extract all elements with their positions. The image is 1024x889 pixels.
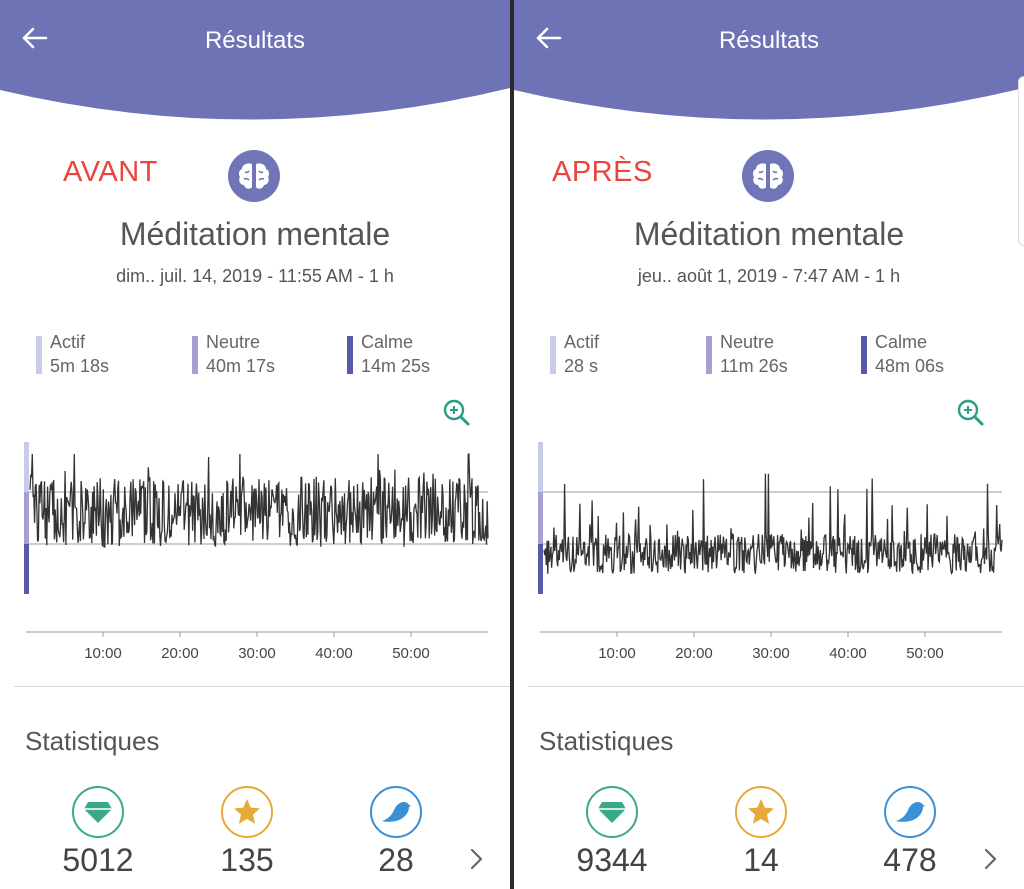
stats-more-button[interactable] bbox=[979, 845, 1003, 873]
bird-icon bbox=[370, 786, 422, 838]
results-screen-after: Résultats APRÈS Méditation mentale jeu..… bbox=[514, 0, 1024, 889]
brain-activity-chart: 10:00 20:00 30:00 40:00 50:00 bbox=[538, 442, 1003, 662]
arrow-left-icon bbox=[536, 27, 562, 49]
legend-value: 28 s bbox=[564, 356, 599, 376]
legend-value: 40m 17s bbox=[206, 356, 276, 376]
results-screen-before: Résultats AVANT Méditation mentale dim..… bbox=[0, 0, 510, 889]
stats-more-button[interactable] bbox=[465, 845, 489, 873]
x-tick-label: 10:00 bbox=[598, 645, 636, 662]
zoom-in-button[interactable] bbox=[954, 396, 986, 428]
stat-value-birds: 478 bbox=[883, 842, 937, 878]
divider bbox=[14, 686, 510, 687]
after-label: APRÈS bbox=[552, 156, 653, 188]
legend-label: Neutre bbox=[720, 332, 775, 352]
session-title: Méditation mentale bbox=[119, 216, 391, 252]
star-icon bbox=[221, 786, 273, 838]
zone-calme-band bbox=[24, 544, 29, 594]
chevron-right-icon bbox=[470, 848, 483, 870]
x-tick-label: 20:00 bbox=[161, 645, 199, 662]
session-date: dim.. juil. 14, 2019 - 11:55 AM - 1 h bbox=[116, 266, 394, 286]
bird-icon bbox=[884, 786, 936, 838]
zone-neutre-band bbox=[24, 492, 29, 544]
diamond-icon bbox=[72, 786, 124, 838]
legend-label: Actif bbox=[564, 332, 600, 352]
header-background bbox=[514, 0, 1024, 120]
x-tick-label: 40:00 bbox=[829, 645, 867, 662]
session-date: jeu.. août 1, 2019 - 7:47 AM - 1 h bbox=[637, 266, 901, 286]
divider bbox=[528, 686, 1024, 687]
activity-trace bbox=[29, 452, 489, 548]
session-title: Méditation mentale bbox=[633, 216, 905, 252]
legend-swatch-neutre bbox=[192, 336, 198, 374]
x-tick-label: 30:00 bbox=[752, 645, 790, 662]
header: Résultats bbox=[0, 0, 510, 130]
page-title: Résultats bbox=[204, 27, 306, 54]
x-tick-label: 40:00 bbox=[315, 645, 353, 662]
stat-value-stars: 135 bbox=[220, 842, 274, 878]
activity-trace bbox=[543, 473, 1003, 576]
legend-label: Calme bbox=[875, 332, 928, 352]
zoom-in-button[interactable] bbox=[440, 396, 472, 428]
brain-icon bbox=[228, 150, 280, 202]
stats-title: Statistiques bbox=[539, 726, 674, 756]
legend-value: 11m 26s bbox=[720, 356, 788, 376]
star-icon bbox=[735, 786, 787, 838]
legend-swatch-actif bbox=[36, 336, 42, 374]
chevron-right-icon bbox=[984, 848, 997, 870]
back-button[interactable] bbox=[20, 26, 56, 60]
legend-swatch-actif bbox=[550, 336, 556, 374]
legend-label: Calme bbox=[361, 332, 414, 352]
legend-swatch-calme bbox=[861, 336, 867, 374]
stat-value-stars: 14 bbox=[743, 842, 779, 878]
page-title: Résultats bbox=[718, 27, 820, 54]
back-button[interactable] bbox=[534, 26, 570, 60]
brain-activity-chart: 10:00 20:00 30:00 40:00 50:00 bbox=[24, 442, 489, 662]
zoom-in-icon bbox=[957, 399, 984, 426]
before-label: AVANT bbox=[63, 156, 158, 188]
zone-actif-band bbox=[24, 442, 29, 492]
arrow-left-icon bbox=[22, 27, 48, 49]
zone-calme-band bbox=[538, 544, 543, 594]
legend-label: Actif bbox=[50, 332, 86, 352]
zone-actif-band bbox=[538, 442, 543, 492]
zoom-in-icon bbox=[443, 399, 470, 426]
header-background bbox=[0, 0, 510, 120]
stat-value-birds: 28 bbox=[378, 842, 414, 878]
x-tick-label: 50:00 bbox=[392, 645, 430, 662]
diamond-icon bbox=[586, 786, 638, 838]
legend-swatch-calme bbox=[347, 336, 353, 374]
stats-title: Statistiques bbox=[25, 726, 160, 756]
zone-neutre-band bbox=[538, 492, 543, 544]
legend-swatch-neutre bbox=[706, 336, 712, 374]
stat-value-diamonds: 9344 bbox=[576, 842, 648, 878]
legend-value: 48m 06s bbox=[875, 356, 945, 376]
legend-label: Neutre bbox=[206, 332, 261, 352]
header: Résultats bbox=[514, 0, 1024, 130]
legend-value: 5m 18s bbox=[50, 356, 110, 376]
x-tick-label: 10:00 bbox=[84, 645, 122, 662]
x-tick-label: 20:00 bbox=[675, 645, 713, 662]
legend-value: 14m 25s bbox=[361, 356, 431, 376]
x-tick-label: 50:00 bbox=[906, 645, 944, 662]
brain-icon bbox=[742, 150, 794, 202]
side-tab bbox=[1018, 76, 1024, 246]
stat-value-diamonds: 5012 bbox=[62, 842, 134, 878]
x-tick-label: 30:00 bbox=[238, 645, 276, 662]
